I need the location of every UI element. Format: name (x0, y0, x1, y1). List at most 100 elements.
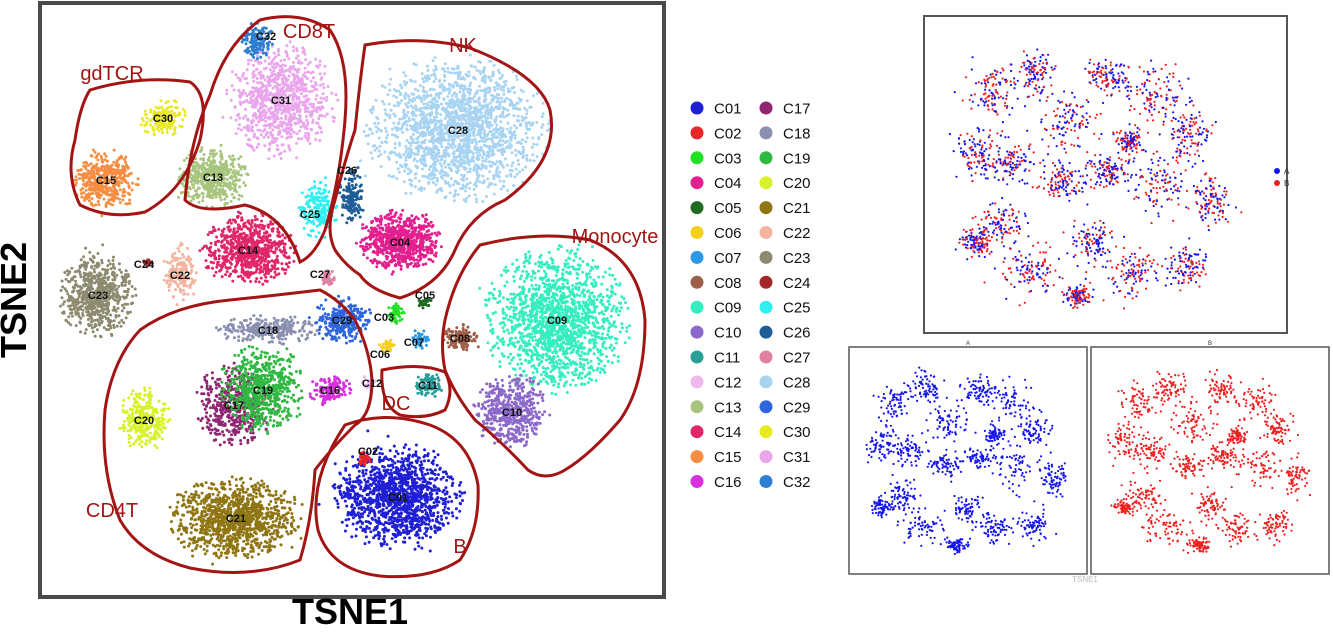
cluster-point (523, 318, 527, 322)
cluster-point (576, 300, 580, 304)
cluster-point (601, 275, 605, 279)
cluster-point (437, 526, 441, 530)
cluster-point (567, 294, 571, 298)
cluster-point (423, 478, 427, 481)
cluster-point (423, 502, 427, 506)
cluster-point (380, 458, 384, 462)
cluster-point (530, 294, 534, 298)
cluster-point (508, 342, 512, 346)
cluster-point (366, 480, 370, 484)
cluster-point (420, 470, 424, 474)
cluster-point (498, 402, 502, 405)
cluster-point (537, 287, 541, 291)
cluster-point (386, 217, 390, 221)
cluster-point (597, 362, 601, 366)
cluster-point (340, 520, 344, 524)
cluster-point (201, 195, 205, 199)
cluster-point (338, 489, 342, 493)
cluster-point (526, 407, 529, 411)
cluster-point (391, 513, 394, 516)
cluster-point (502, 329, 506, 333)
cluster-point (496, 336, 500, 340)
cluster-point (568, 257, 572, 261)
cluster-point (512, 356, 516, 360)
cluster-point (561, 327, 564, 331)
cluster-point (508, 385, 512, 388)
cluster-point (570, 342, 573, 346)
cluster-point (382, 542, 386, 546)
cluster-point (489, 348, 493, 352)
cluster-point (347, 492, 351, 496)
cluster-point (516, 428, 520, 432)
cluster-point (401, 505, 405, 509)
cluster-point (504, 265, 508, 269)
cluster-point (358, 519, 362, 523)
cluster-point (336, 485, 340, 489)
cluster-point (528, 423, 532, 427)
cluster-point (541, 393, 545, 397)
cluster-point (369, 530, 373, 534)
cluster-point (387, 222, 391, 226)
cluster-point (403, 510, 407, 513)
cluster-point (382, 511, 386, 515)
cluster-point (503, 393, 507, 397)
cluster-point (415, 519, 419, 523)
cluster-point (343, 529, 347, 533)
cluster-point (348, 473, 351, 477)
cluster-point (536, 306, 540, 310)
cluster-point (585, 277, 589, 280)
cluster-point (565, 270, 568, 274)
cluster-point (522, 334, 526, 338)
cluster-point (424, 213, 428, 217)
cluster-point (491, 415, 495, 419)
cluster-point (391, 256, 395, 259)
cluster-point (345, 460, 349, 464)
cluster-point (390, 537, 394, 541)
cluster-point (398, 249, 401, 253)
cluster-point (402, 468, 405, 472)
cluster-point (611, 273, 615, 277)
cluster-point (575, 363, 579, 366)
cluster-point (528, 376, 532, 380)
cluster-point (418, 526, 422, 530)
cluster-point (387, 509, 391, 513)
cluster-point (348, 480, 352, 484)
cluster-point (397, 481, 401, 485)
cluster-point (445, 472, 448, 476)
cluster-point (491, 354, 495, 357)
cluster-point (374, 476, 377, 480)
cluster-point (392, 215, 396, 218)
cluster-point (509, 292, 513, 296)
cluster-point (556, 247, 560, 251)
cluster-point (570, 311, 573, 315)
cluster-point (384, 455, 388, 459)
cluster-point (237, 157, 241, 161)
cluster-point (595, 368, 599, 372)
cluster-point (351, 496, 355, 500)
cluster-point (597, 275, 601, 279)
cluster-point (505, 280, 509, 284)
cluster-point (530, 278, 533, 282)
cluster-point (532, 432, 536, 436)
cluster-point (525, 314, 529, 318)
cluster-point (397, 514, 401, 518)
cluster-point (535, 342, 539, 346)
cluster-point (339, 484, 343, 488)
cluster-point (504, 270, 508, 274)
cluster-point (378, 485, 382, 489)
cluster-point (417, 536, 421, 540)
cluster-point (389, 218, 393, 222)
cluster-point (520, 331, 524, 335)
cluster-point (364, 248, 368, 252)
cluster-point (414, 215, 418, 219)
cluster-point (547, 346, 551, 350)
cluster-point (395, 310, 399, 314)
cluster-point (371, 481, 375, 485)
cluster-point (609, 314, 613, 318)
cluster-point (394, 302, 398, 306)
cluster-point (414, 466, 418, 470)
cluster-point (572, 259, 576, 262)
cluster-point (424, 499, 428, 503)
cluster-point (384, 520, 387, 524)
cluster-point (536, 401, 540, 405)
